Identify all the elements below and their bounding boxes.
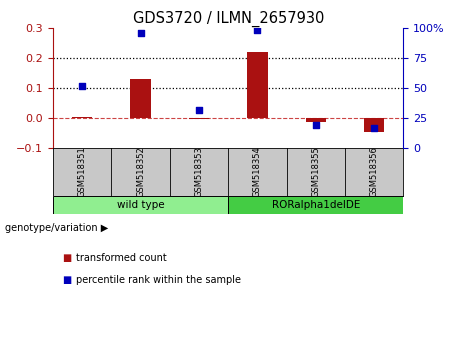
Point bbox=[137, 30, 144, 36]
Bar bbox=[189, 118, 209, 119]
Text: ■: ■ bbox=[62, 253, 71, 263]
Bar bbox=[306, 118, 326, 121]
Text: transformed count: transformed count bbox=[76, 253, 167, 263]
Point bbox=[371, 125, 378, 130]
Text: GSM518352: GSM518352 bbox=[136, 147, 145, 197]
Text: genotype/variation ▶: genotype/variation ▶ bbox=[5, 223, 108, 233]
Bar bbox=[53, 196, 228, 214]
Text: GSM518355: GSM518355 bbox=[311, 147, 320, 197]
Point bbox=[254, 27, 261, 32]
Text: GSM518353: GSM518353 bbox=[195, 146, 203, 197]
Text: wild type: wild type bbox=[117, 200, 165, 210]
Text: ■: ■ bbox=[62, 275, 71, 285]
Point bbox=[312, 122, 319, 128]
Point bbox=[195, 107, 203, 113]
Text: GSM518356: GSM518356 bbox=[370, 146, 378, 197]
Text: RORalpha1delDE: RORalpha1delDE bbox=[272, 200, 360, 210]
Point bbox=[78, 83, 86, 88]
Bar bbox=[247, 52, 267, 118]
Bar bbox=[130, 79, 151, 118]
Bar bbox=[228, 196, 403, 214]
Text: GSM518351: GSM518351 bbox=[78, 147, 87, 197]
Text: GSM518354: GSM518354 bbox=[253, 147, 262, 197]
Text: percentile rank within the sample: percentile rank within the sample bbox=[76, 275, 241, 285]
Title: GDS3720 / ILMN_2657930: GDS3720 / ILMN_2657930 bbox=[132, 11, 324, 27]
Bar bbox=[364, 118, 384, 132]
